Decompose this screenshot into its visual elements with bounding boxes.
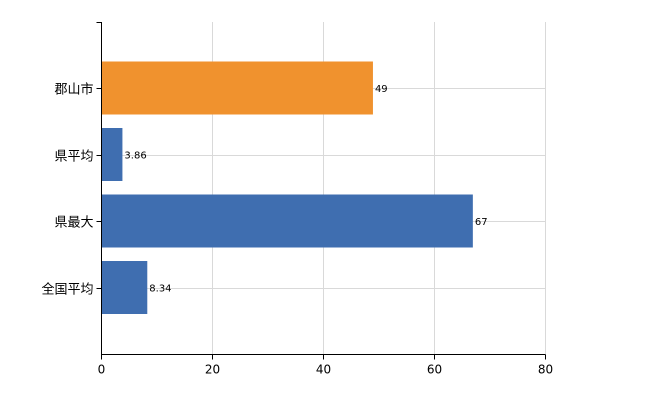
bar-0 [101,61,373,115]
x-tick-label-0: 0 [98,363,106,377]
x-tick-label-1: 20 [205,363,220,377]
bar-2 [101,194,473,248]
x-tick-label-4: 80 [538,363,553,377]
category-label-3: 全国平均 [41,282,93,298]
data-label-2: 67 [475,217,488,228]
bars [101,61,473,314]
data-label-1: 3.86 [124,151,146,162]
axes [96,22,546,360]
data-label-3: 8.34 [149,284,171,295]
category-label-0: 郡山市 [54,82,93,98]
data-label-0: 49 [375,84,388,95]
category-label-1: 県平均 [54,150,93,165]
category-label-2: 県最大 [54,216,93,231]
bar-1 [101,128,123,181]
x-tick-label-2: 40 [316,363,331,377]
x-tick-label-3: 60 [427,363,442,377]
bar-3 [101,261,148,314]
